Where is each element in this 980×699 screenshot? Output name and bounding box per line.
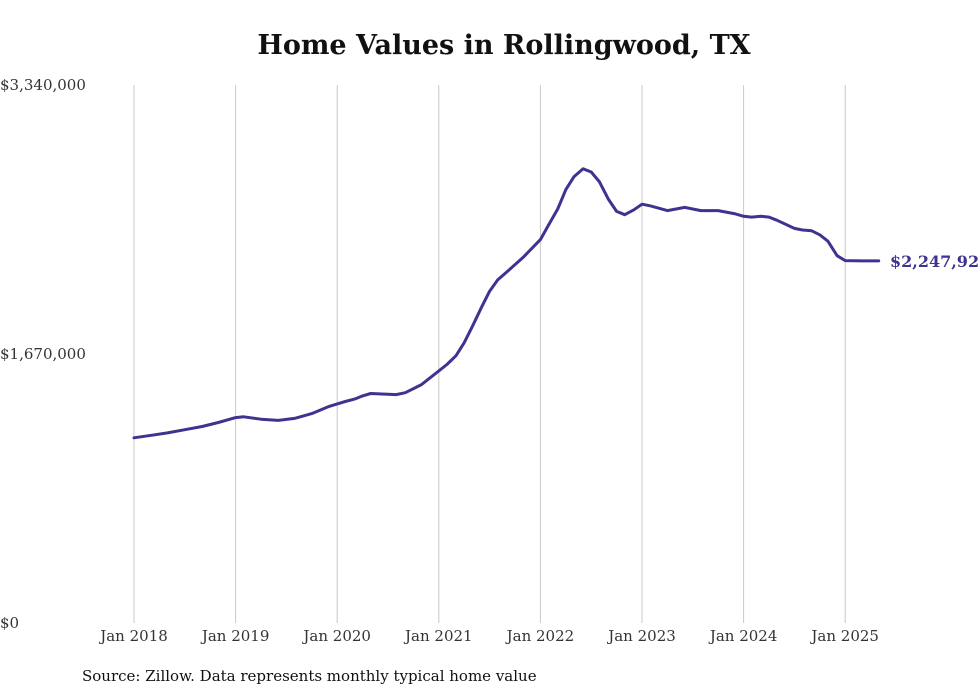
y-tick-label: $3,340,000 xyxy=(0,76,86,94)
x-tick-label: Jan 2025 xyxy=(809,627,879,645)
y-axis-ticks: $0 $1,670,000 $3,340,000 xyxy=(0,76,86,632)
chart-title: Home Values in Rollingwood, TX xyxy=(257,30,751,61)
source-note: Source: Zillow. Data represents monthly … xyxy=(82,667,537,685)
y-tick-label: $0 xyxy=(0,614,19,632)
x-tick-label: Jan 2019 xyxy=(200,627,270,645)
x-tick-label: Jan 2020 xyxy=(301,627,371,645)
grid-lines xyxy=(133,85,846,623)
x-tick-label: Jan 2024 xyxy=(708,627,778,645)
x-tick-label: Jan 2021 xyxy=(403,627,473,645)
x-tick-label: Jan 2022 xyxy=(505,627,575,645)
x-tick-label: Jan 2018 xyxy=(98,627,168,645)
end-value-label: $2,247,920 xyxy=(890,252,980,271)
y-tick-label: $1,670,000 xyxy=(0,345,86,363)
x-tick-label: Jan 2023 xyxy=(606,627,676,645)
series-line xyxy=(132,167,881,440)
x-axis-ticks: Jan 2018 Jan 2019 Jan 2020 Jan 2021 Jan 2022… xyxy=(98,627,879,645)
series-layer: $2,247,920 xyxy=(132,167,980,440)
